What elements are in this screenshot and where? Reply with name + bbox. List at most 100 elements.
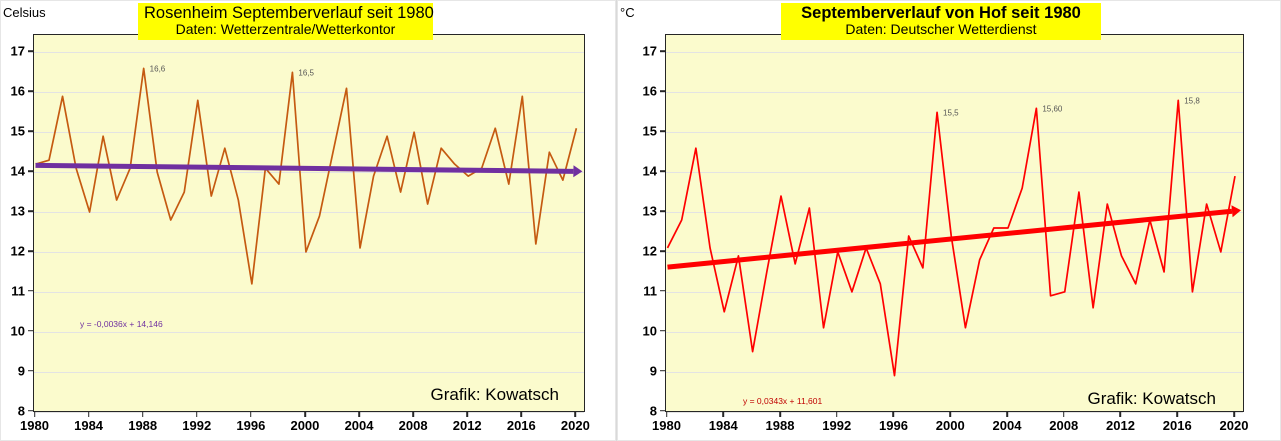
y-tick-mark bbox=[28, 290, 34, 292]
y-tick-label: 17 bbox=[642, 43, 657, 59]
x-tick-label: 1984 bbox=[708, 418, 738, 433]
y-tick-mark bbox=[28, 90, 34, 93]
x-tick-mark bbox=[1233, 411, 1235, 417]
data-point-label: 16,6 bbox=[149, 64, 166, 74]
x-tick-label: 1992 bbox=[822, 418, 852, 433]
y-tick-mark bbox=[660, 250, 666, 252]
x-tick-mark bbox=[779, 411, 781, 417]
y-gridline bbox=[34, 291, 584, 293]
y-tick-mark bbox=[28, 170, 34, 172]
y-tick-mark bbox=[28, 329, 34, 332]
trendline bbox=[35, 162, 574, 174]
series-canvas bbox=[35, 67, 583, 285]
x-tick-label: 1996 bbox=[879, 418, 908, 433]
x-tick-label: 2000 bbox=[935, 418, 965, 433]
plot-area bbox=[665, 34, 1244, 413]
y-gridline bbox=[34, 411, 584, 413]
x-tick-mark bbox=[358, 411, 360, 417]
x-tick-mark bbox=[466, 411, 468, 417]
y-tick-label: 16 bbox=[642, 83, 657, 99]
x-tick-label: 1988 bbox=[128, 418, 158, 433]
x-tick-mark bbox=[141, 411, 144, 417]
y-gridline bbox=[666, 132, 1243, 134]
trendline-arrowhead bbox=[1231, 205, 1241, 218]
y-tick-mark bbox=[28, 50, 34, 53]
data-point-label: 15,60 bbox=[1042, 104, 1063, 114]
y-tick-mark bbox=[660, 210, 666, 212]
x-tick-mark bbox=[87, 411, 90, 417]
y-gridline bbox=[666, 331, 1243, 333]
x-tick-label: 2012 bbox=[452, 418, 482, 433]
temperature-series-line bbox=[666, 99, 1236, 377]
y-gridline bbox=[666, 212, 1243, 214]
y-gridline bbox=[34, 331, 584, 333]
y-tick-mark bbox=[660, 369, 666, 372]
y-tick-label: 11 bbox=[643, 283, 657, 299]
chart-panel-hof: °C Septemberverlauf von Hof seit 1980 Da… bbox=[617, 0, 1281, 441]
y-tick-label: 14 bbox=[642, 163, 657, 179]
data-point-label: 16,5 bbox=[298, 68, 314, 78]
y-gridline bbox=[34, 172, 584, 174]
y-tick-label: 16 bbox=[10, 83, 25, 99]
x-tick-label: 2016 bbox=[506, 418, 536, 433]
trendline-equation: y = -0,0036x + 14,146 bbox=[80, 319, 163, 329]
x-tick-mark bbox=[949, 411, 952, 417]
y-tick-mark bbox=[660, 130, 666, 133]
chart-panel-rosenheim: Celsius Rosenheim Septemberverlauf seit … bbox=[0, 0, 617, 441]
y-tick-mark bbox=[660, 290, 666, 292]
y-gridline bbox=[666, 291, 1243, 293]
y-tick-mark bbox=[28, 210, 34, 212]
y-tick-label: 12 bbox=[10, 243, 25, 259]
y-gridline bbox=[666, 411, 1243, 413]
credit-label: Grafik: Kowatsch bbox=[430, 385, 560, 404]
x-tick-label: 2008 bbox=[1049, 418, 1079, 433]
y-axis-unit-label: °C bbox=[620, 5, 635, 20]
x-tick-mark bbox=[722, 411, 725, 417]
y-tick-label: 10 bbox=[10, 323, 25, 339]
y-tick-label: 12 bbox=[642, 243, 657, 259]
y-tick-label: 13 bbox=[642, 203, 657, 219]
y-axis-unit-label: Celsius bbox=[3, 5, 46, 20]
y-gridline bbox=[666, 172, 1243, 174]
x-tick-mark bbox=[412, 411, 414, 417]
x-tick-label: 2016 bbox=[1162, 418, 1192, 433]
x-tick-label: 2020 bbox=[560, 418, 590, 433]
chart-title-line2: Daten: Deutscher Wetterdienst bbox=[845, 21, 1037, 38]
y-tick-label: 9 bbox=[649, 363, 657, 379]
data-point-label: 15,8 bbox=[1184, 96, 1200, 106]
x-tick-mark bbox=[835, 411, 838, 417]
chart-title-line1: Rosenheim Septemberverlauf seit 1980 bbox=[144, 4, 434, 22]
series-canvas bbox=[666, 99, 1241, 377]
y-tick-mark bbox=[660, 90, 666, 93]
y-gridline bbox=[34, 371, 584, 373]
chart-title-box: Rosenheim Septemberverlauf seit 1980 Dat… bbox=[138, 3, 434, 41]
y-tick-mark bbox=[28, 369, 34, 372]
credit-label: Grafik: Kowatsch bbox=[1087, 389, 1217, 408]
x-tick-label: 2012 bbox=[1106, 418, 1135, 433]
x-tick-label: 1984 bbox=[74, 418, 104, 433]
x-tick-label: 1988 bbox=[765, 418, 795, 433]
x-tick-label: 1980 bbox=[652, 418, 681, 433]
x-tick-mark bbox=[1119, 411, 1122, 417]
y-tick-label: 15 bbox=[642, 123, 657, 139]
trendline-equation: y = 0,0343x + 11,601 bbox=[743, 396, 823, 406]
y-tick-mark bbox=[660, 50, 666, 53]
y-gridline bbox=[666, 371, 1243, 373]
x-tick-label: 2004 bbox=[992, 418, 1022, 433]
x-tick-mark bbox=[1006, 411, 1008, 417]
y-tick-label: 13 bbox=[10, 203, 25, 219]
y-tick-mark bbox=[28, 409, 34, 412]
panel-frame: °C Septemberverlauf von Hof seit 1980 Da… bbox=[617, 0, 1281, 441]
chart-title-box: Septemberverlauf von Hof seit 1980 Daten… bbox=[781, 3, 1101, 41]
chart-title-line1: Septemberverlauf von Hof seit 1980 bbox=[801, 4, 1081, 22]
x-tick-label: 2008 bbox=[398, 418, 428, 433]
y-tick-mark bbox=[660, 170, 666, 172]
trendline-arrowhead bbox=[573, 165, 583, 178]
x-tick-mark bbox=[520, 411, 523, 417]
x-tick-mark bbox=[33, 411, 36, 417]
temperature-series-line bbox=[35, 67, 578, 285]
x-tick-mark bbox=[304, 411, 306, 417]
y-gridline bbox=[34, 52, 584, 54]
x-tick-mark bbox=[250, 411, 252, 417]
y-tick-label: 17 bbox=[10, 43, 25, 59]
